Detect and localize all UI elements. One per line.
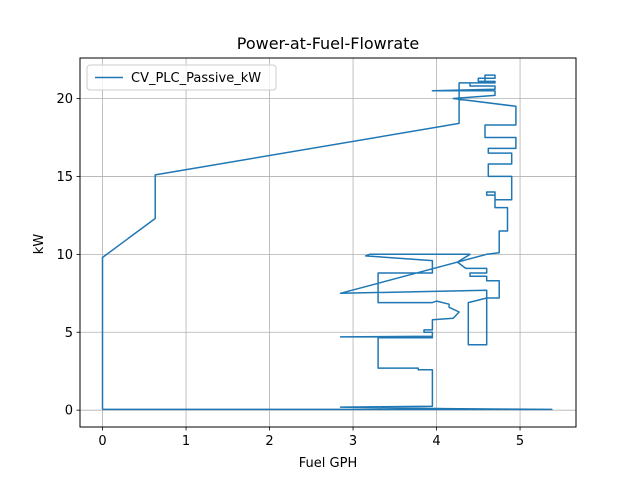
legend-box bbox=[86, 64, 277, 91]
plot-series bbox=[101, 74, 553, 411]
plot-frame bbox=[79, 57, 577, 428]
x-tick-label: 5 bbox=[516, 434, 524, 449]
y-tick-label: 15 bbox=[56, 170, 73, 185]
x-axis-ticks: 0 1 2 3 4 5 bbox=[98, 427, 524, 449]
legend: CV_PLC_Passive_kW bbox=[86, 64, 277, 91]
chart-title: Power-at-Fuel-Flowrate bbox=[237, 34, 420, 53]
y-tick-label: 0 bbox=[65, 404, 73, 419]
series-line-0 bbox=[101, 74, 553, 411]
x-tick-label: 4 bbox=[432, 434, 440, 449]
x-tick-label: 2 bbox=[265, 434, 273, 449]
y-axis-ticks: 0 5 10 15 20 bbox=[56, 92, 80, 419]
legend-label: CV_PLC_Passive_kW bbox=[131, 71, 261, 86]
x-tick-label: 1 bbox=[182, 434, 190, 449]
y-tick-label: 5 bbox=[65, 326, 73, 341]
x-tick-label: 0 bbox=[98, 434, 106, 449]
x-axis-label: Fuel GPH bbox=[299, 456, 357, 471]
y-tick-label: 10 bbox=[56, 248, 73, 263]
y-axis-label: kW bbox=[32, 234, 47, 255]
x-tick-label: 3 bbox=[349, 434, 357, 449]
y-tick-label: 20 bbox=[56, 92, 73, 107]
